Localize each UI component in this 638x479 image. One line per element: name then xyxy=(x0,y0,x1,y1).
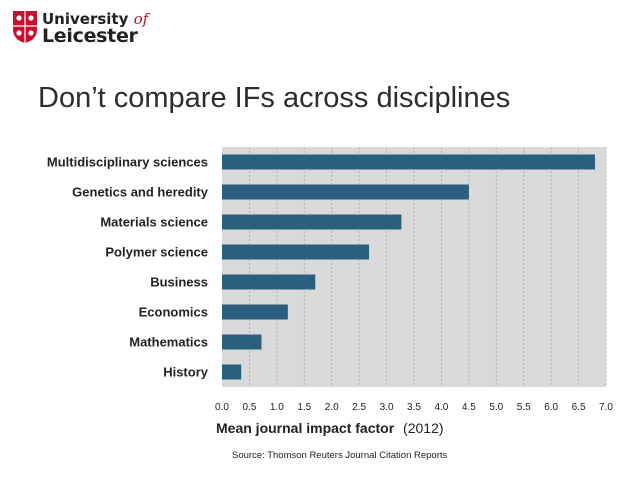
x-axis-label: Mean journal impact factor (2012) xyxy=(216,420,444,436)
bar xyxy=(222,364,242,380)
bar xyxy=(222,214,402,230)
x-tick-label: 4.0 xyxy=(434,402,448,413)
x-axis-label-suffix: (2012) xyxy=(403,420,443,436)
x-tick-label: 5.0 xyxy=(489,402,503,413)
logo-leicester: Leicester xyxy=(42,25,138,47)
x-tick-label: 1.0 xyxy=(270,402,284,413)
logo-of: of xyxy=(133,10,149,28)
category-label: Multidisciplinary sciences xyxy=(47,155,208,170)
slide-title: Don’t compare IFs across disciplines xyxy=(38,82,511,114)
x-tick-label: 0.5 xyxy=(242,402,256,413)
x-tick-label: 7.0 xyxy=(599,402,613,413)
x-tick-label: 6.0 xyxy=(544,402,558,413)
x-tick-label: 0.0 xyxy=(215,402,229,413)
category-label: Genetics and heredity xyxy=(72,185,209,200)
bar xyxy=(222,244,370,260)
bars xyxy=(222,154,596,380)
bar xyxy=(222,334,262,350)
x-tick-label: 6.5 xyxy=(572,402,586,413)
category-label: Polymer science xyxy=(105,245,208,260)
crest-icon xyxy=(13,11,37,43)
x-tick-label: 5.5 xyxy=(517,402,531,413)
x-tick-label: 2.0 xyxy=(325,402,339,413)
category-labels: Multidisciplinary sciences Genetics and h… xyxy=(47,155,209,380)
logo-university: University xyxy=(42,10,129,28)
x-axis-label-main: Mean journal impact factor xyxy=(216,420,395,436)
logo-line1: University of xyxy=(42,10,148,28)
bar xyxy=(222,304,288,320)
category-label: Materials science xyxy=(100,215,208,230)
x-tick-labels: 0.0 0.5 1.0 1.5 2.0 2.5 3.0 3.5 4.0 4.5 5.0 5.5 6.0 6… xyxy=(215,402,613,413)
x-tick-label: 2.5 xyxy=(352,402,366,413)
category-label: Mathematics xyxy=(129,335,208,350)
bar xyxy=(222,184,469,200)
x-tick-label: 3.0 xyxy=(380,402,394,413)
university-logo: University of Leicester xyxy=(12,10,152,47)
bar xyxy=(222,154,596,170)
category-label: History xyxy=(163,365,209,380)
x-tick-label: 1.5 xyxy=(297,402,311,413)
category-label: Economics xyxy=(139,305,208,320)
bar xyxy=(222,274,316,290)
x-tick-label: 4.5 xyxy=(462,402,476,413)
x-tick-label: 3.5 xyxy=(407,402,421,413)
source-note: Source: Thomson Reuters Journal Citation… xyxy=(232,450,448,461)
category-label: Business xyxy=(150,275,208,290)
